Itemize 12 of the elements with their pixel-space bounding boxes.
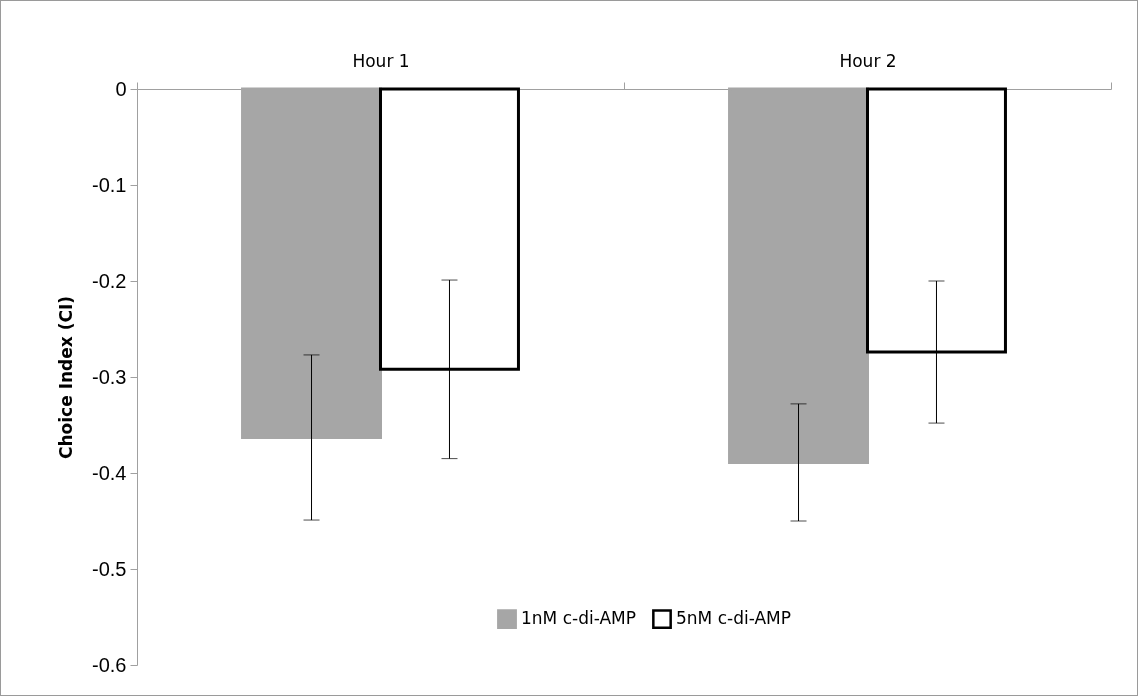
y-tick-label: -0.5 bbox=[92, 557, 127, 580]
x-tick-label: Hour 2 bbox=[839, 50, 897, 71]
x-tick-label: Hour 1 bbox=[352, 50, 410, 71]
y-tick-label: -0.4 bbox=[92, 461, 127, 484]
y-tick-label: -0.1 bbox=[92, 173, 127, 196]
y-tick-label: -0.6 bbox=[92, 653, 127, 676]
legend-label: 5nM c-di-AMP bbox=[676, 608, 791, 629]
y-axis-title: Choice Index (CI) bbox=[56, 296, 77, 459]
y-tick-label: -0.3 bbox=[92, 365, 127, 388]
y-tick-label: 0 bbox=[115, 77, 127, 100]
legend-label: 1nM c-di-AMP bbox=[521, 608, 636, 629]
y-tick-label: -0.2 bbox=[92, 269, 127, 292]
